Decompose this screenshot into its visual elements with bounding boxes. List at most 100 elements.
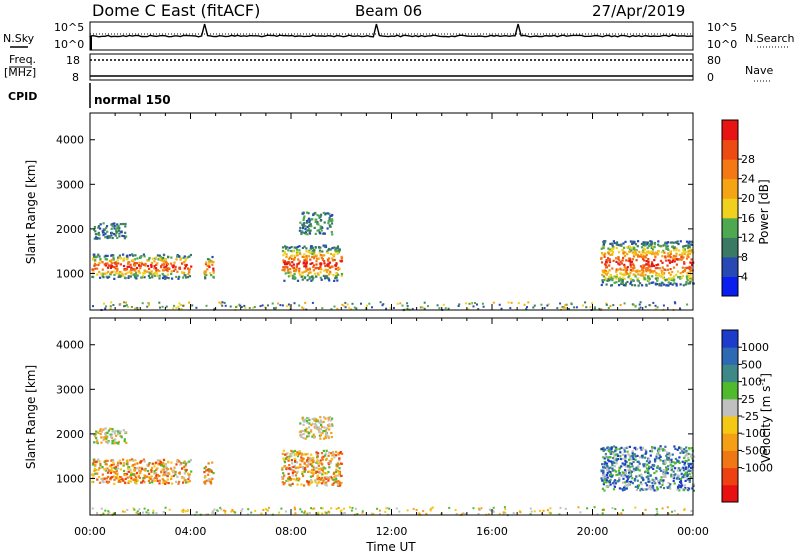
near-range-cell — [549, 507, 552, 510]
range-cell — [608, 447, 611, 450]
range-cell — [114, 438, 117, 441]
range-cell — [639, 446, 642, 449]
range-cell — [606, 469, 609, 472]
near-range-cell — [336, 307, 339, 310]
near-range-cell — [104, 307, 107, 310]
range-cell — [676, 485, 680, 488]
near-range-cell — [455, 512, 458, 515]
range-cell — [682, 245, 685, 248]
range-cell — [649, 268, 652, 271]
range-cell — [678, 253, 681, 256]
range-cell — [130, 477, 133, 480]
range-cell — [157, 258, 160, 261]
near-range-cell — [240, 306, 243, 308]
range-cell — [208, 262, 211, 265]
range-cell — [336, 251, 339, 254]
range-cell — [649, 474, 652, 477]
near-range-cell — [152, 511, 155, 514]
range-cell — [629, 240, 632, 243]
x-tick-label: 04:00 — [175, 525, 207, 538]
range-cell — [134, 479, 137, 482]
range-cell — [684, 269, 687, 272]
range-cell — [605, 273, 608, 276]
range-cell — [634, 269, 637, 272]
range-cell — [320, 254, 323, 257]
range-cell — [159, 461, 162, 464]
range-cell — [340, 273, 344, 276]
range-cell — [103, 436, 106, 439]
near-range-cell — [372, 512, 375, 515]
range-cell — [138, 271, 141, 274]
range-cell — [628, 476, 631, 479]
range-cell — [167, 472, 170, 475]
range-cell — [316, 475, 319, 478]
range-cell — [208, 470, 211, 473]
range-cell — [617, 257, 620, 260]
near-range-cell — [385, 507, 388, 510]
range-cell — [147, 463, 150, 466]
range-cell — [658, 284, 661, 287]
range-cell — [322, 470, 325, 473]
near-range-cell — [543, 307, 546, 309]
near-range-cell — [234, 511, 237, 514]
range-cell — [299, 430, 302, 433]
range-cell — [679, 277, 682, 280]
range-cell — [677, 276, 680, 279]
near-range-cell — [321, 307, 324, 310]
near-range-cell — [146, 305, 149, 308]
range-cell — [687, 241, 690, 245]
near-range-cell — [388, 507, 391, 510]
near-range-cell — [152, 509, 155, 512]
range-cell — [158, 475, 161, 478]
range-cell — [321, 473, 324, 476]
range-cell — [690, 258, 693, 261]
range-cell — [315, 254, 318, 257]
range-cell — [650, 261, 654, 264]
range-cell — [288, 246, 291, 249]
range-cell — [625, 480, 629, 483]
range-cell — [209, 272, 212, 275]
range-cell — [666, 458, 669, 461]
range-cell — [321, 432, 324, 435]
range-cell — [323, 269, 326, 272]
range-cell — [158, 479, 161, 482]
range-cell — [608, 480, 611, 483]
range-cell — [104, 254, 107, 257]
range-cell — [138, 469, 141, 472]
range-cell — [184, 259, 187, 262]
near-range-cell — [477, 308, 480, 310]
range-cell — [102, 222, 105, 225]
range-cell — [691, 264, 694, 267]
range-cell — [626, 478, 629, 481]
range-cell — [315, 451, 318, 454]
range-cell — [172, 264, 175, 267]
near-range-cell — [306, 512, 309, 515]
range-cell — [203, 467, 206, 470]
near-range-cell — [482, 305, 485, 308]
range-cell — [318, 267, 321, 270]
near-range-cell — [671, 510, 673, 513]
range-cell — [679, 272, 682, 275]
range-cell — [605, 481, 608, 484]
range-cell — [340, 274, 343, 277]
range-cell — [649, 271, 652, 274]
range-cell — [666, 255, 670, 258]
range-cell — [669, 483, 672, 486]
range-cell — [281, 452, 284, 455]
near-range-cell — [138, 508, 141, 511]
range-cell — [601, 245, 604, 248]
range-cell — [164, 277, 167, 280]
range-cell — [621, 487, 624, 490]
cpid-label: CPID — [8, 90, 37, 103]
near-range-cell — [519, 511, 522, 514]
near-range-cell — [324, 511, 327, 514]
range-cell — [304, 262, 307, 265]
near-range-cell — [652, 301, 655, 304]
range-cell — [632, 470, 636, 473]
range-cell — [102, 276, 105, 279]
near-range-cell — [467, 308, 470, 311]
freq-unit-label: [MHz] — [4, 66, 36, 79]
range-cell — [619, 278, 622, 281]
near-range-cell — [123, 301, 126, 304]
range-cell — [627, 474, 630, 477]
